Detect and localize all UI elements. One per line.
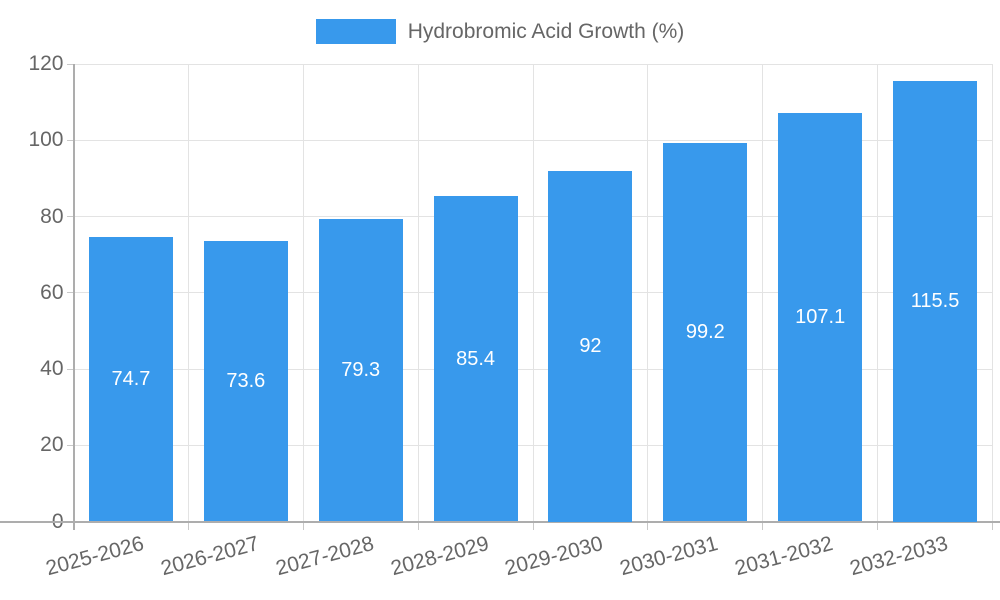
- bar-value-label: 99.2: [685, 321, 725, 344]
- y-axis-tick: [66, 292, 74, 294]
- x-axis-tick: [877, 521, 879, 530]
- x-axis-tick: [417, 521, 419, 530]
- bar-value-label: 115.5: [910, 290, 960, 313]
- gridline-vertical: [417, 64, 419, 522]
- bar-value-label: 107.1: [795, 306, 846, 329]
- y-axis-tick-label: 40: [40, 357, 64, 380]
- bar[interactable]: [88, 236, 173, 522]
- bar[interactable]: [663, 143, 748, 522]
- x-axis-tick-label: 2026-2027: [158, 532, 262, 581]
- x-axis-tick: [532, 521, 534, 530]
- x-axis-tick: [302, 521, 304, 530]
- legend-swatch: [315, 19, 396, 44]
- x-axis-tick: [187, 521, 189, 530]
- bar-value-label: 74.7: [111, 368, 151, 391]
- y-axis-tick-label: 120: [28, 52, 64, 75]
- legend-label: Hydrobromic Acid Growth (%): [407, 19, 685, 43]
- x-axis-tick-label: 2032-2033: [847, 532, 951, 581]
- x-axis-tick: [647, 521, 649, 530]
- bar[interactable]: [548, 170, 633, 522]
- gridline-vertical: [302, 64, 304, 522]
- x-axis-tick-label: 2025-2026: [43, 532, 147, 581]
- x-axis-line: [0, 520, 1000, 523]
- gridline-vertical: [992, 64, 993, 522]
- gridline-vertical: [647, 64, 649, 522]
- bar[interactable]: [893, 81, 978, 522]
- bar-value-label: 85.4: [456, 347, 496, 370]
- bar[interactable]: [203, 240, 288, 522]
- x-axis-tick-label: 2029-2030: [502, 532, 606, 581]
- y-axis-tick: [66, 63, 74, 65]
- bar-value-label: 73.6: [226, 370, 266, 393]
- x-axis-tick-label: 2028-2029: [387, 532, 491, 581]
- bar[interactable]: [433, 195, 518, 522]
- gridline-vertical: [532, 64, 534, 522]
- chart-legend: Hydrobromic Acid Growth (%): [0, 19, 1000, 44]
- y-axis-tick-label: 80: [40, 204, 64, 228]
- gridline-vertical: [762, 64, 764, 522]
- y-axis-tick-label: 60: [40, 280, 64, 304]
- x-axis-tick-label: 2030-2031: [617, 532, 721, 581]
- y-axis-tick: [66, 216, 74, 217]
- y-axis-tick-label: 100: [28, 128, 64, 152]
- bar[interactable]: [778, 113, 863, 522]
- x-axis-tick: [992, 521, 993, 530]
- y-axis-tick-label: 20: [40, 433, 64, 457]
- y-axis-tick: [66, 444, 74, 446]
- legend-item[interactable]: Hydrobromic Acid Growth (%): [315, 19, 685, 44]
- gridline-vertical: [877, 64, 879, 522]
- y-axis-tick: [66, 368, 74, 370]
- bar[interactable]: [318, 219, 403, 522]
- y-axis-tick: [66, 139, 74, 141]
- gridline-vertical: [187, 64, 189, 522]
- bar-value-label: 79.3: [341, 359, 381, 382]
- x-axis-tick-label: 2031-2032: [732, 532, 836, 581]
- bar-value-label: 92: [579, 335, 602, 358]
- x-axis-tick-label: 2027-2028: [273, 532, 377, 581]
- y-axis-line: [72, 64, 75, 530]
- x-axis-tick: [762, 521, 764, 530]
